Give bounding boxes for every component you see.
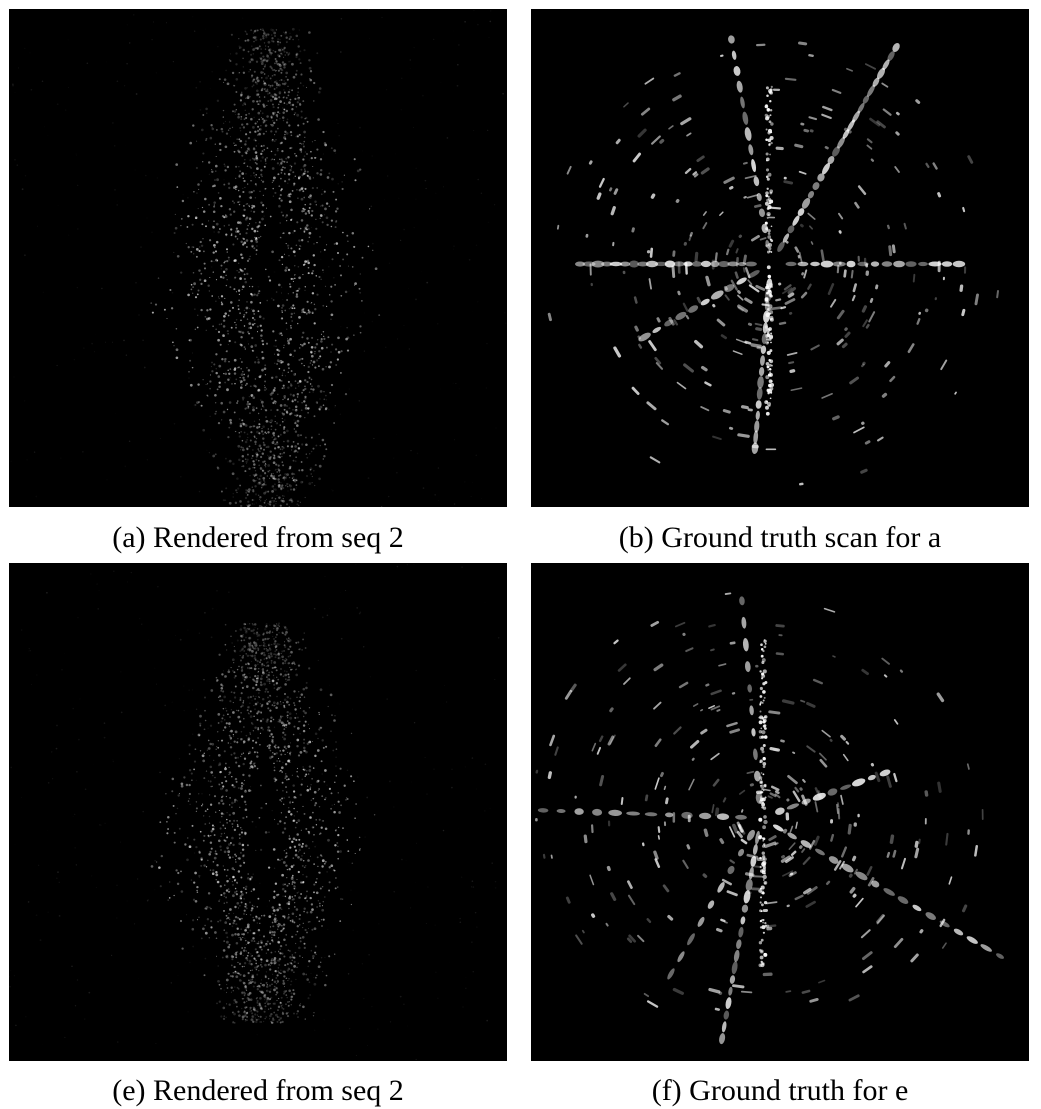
panel-a-caption: (a) Rendered from seq 2 bbox=[112, 521, 404, 554]
radar-render-e bbox=[9, 563, 500, 1061]
radar-scan-f bbox=[535, 592, 1005, 1045]
panel-b-caption: (b) Ground truth scan for a bbox=[618, 521, 942, 554]
radar-scan-b bbox=[547, 35, 1000, 486]
radar-render-a bbox=[10, 9, 504, 507]
panel-e-caption: (e) Rendered from seq 2 bbox=[112, 1074, 404, 1107]
panel-e-image bbox=[9, 563, 507, 1061]
panel-f-caption: (f) Ground truth for e bbox=[651, 1074, 909, 1107]
panel-a-image bbox=[9, 9, 507, 507]
panel-f-image bbox=[531, 563, 1029, 1061]
panel-b-image bbox=[531, 9, 1029, 507]
